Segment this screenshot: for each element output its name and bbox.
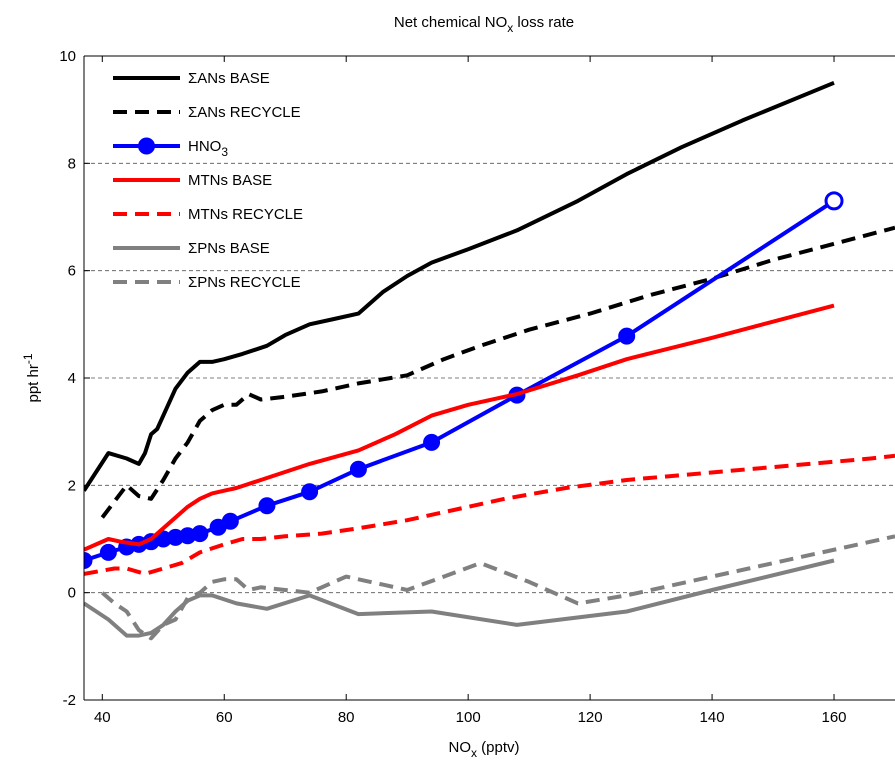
legend-label: HNO3 <box>188 138 228 159</box>
series-point-2 <box>423 433 441 451</box>
legend-label: ΣPNs BASE <box>188 240 270 257</box>
series-point-2 <box>84 551 93 569</box>
x-tick-label: 160 <box>822 709 847 726</box>
series-point-2 <box>301 483 319 501</box>
axis-ticks: 40 60 80 100 120 140 160 -2 0 2 4 6 8 10 <box>59 48 846 726</box>
series-layer <box>84 80 895 641</box>
y-tick-label: 8 <box>68 155 76 172</box>
series-point-2 <box>349 460 367 478</box>
x-tick-label: 120 <box>578 709 603 726</box>
series-line-5 <box>84 558 835 638</box>
y-tick-label: 10 <box>59 48 76 65</box>
y-tick-label: 4 <box>68 370 76 387</box>
series-line-4 <box>84 453 895 576</box>
legend-marker <box>138 137 155 155</box>
legend-label: MTNs BASE <box>188 172 272 189</box>
series-point-2 <box>191 525 209 543</box>
chart-title: Net chemical NOx loss rate <box>394 14 574 35</box>
y-tick-label: 0 <box>68 585 76 602</box>
legend: ΣANs BASE ΣANs RECYCLE HNO3 MTNs BASE MTNs R… <box>113 70 303 291</box>
legend-label: MTNs RECYCLE <box>188 206 303 223</box>
x-tick-label: 60 <box>216 709 233 726</box>
legend-label: ΣANs RECYCLE <box>188 104 301 121</box>
y-axis-label: ppt hr-1 <box>21 353 42 402</box>
y-tick-label: 2 <box>68 477 76 494</box>
x-tick-label: 80 <box>338 709 355 726</box>
series-point-2 <box>258 497 276 515</box>
x-tick-label: 140 <box>700 709 725 726</box>
series-point-2 <box>99 543 117 561</box>
legend-label: ΣANs BASE <box>188 70 270 87</box>
x-axis-label: NOx (pptv) <box>448 739 519 760</box>
series-point-2 <box>618 327 636 345</box>
series-line-3 <box>84 303 835 552</box>
x-tick-label: 100 <box>456 709 481 726</box>
series-point-2 <box>824 191 844 211</box>
series-line-0 <box>84 80 835 492</box>
grid-lines <box>84 162 895 594</box>
legend-label: ΣPNs RECYCLE <box>188 274 301 291</box>
y-tick-label: -2 <box>63 692 76 709</box>
series-line-1 <box>100 225 895 519</box>
x-tick-label: 40 <box>94 709 111 726</box>
series-point-2 <box>221 512 239 530</box>
series-line-6 <box>100 534 895 641</box>
y-tick-label: 6 <box>68 263 76 280</box>
